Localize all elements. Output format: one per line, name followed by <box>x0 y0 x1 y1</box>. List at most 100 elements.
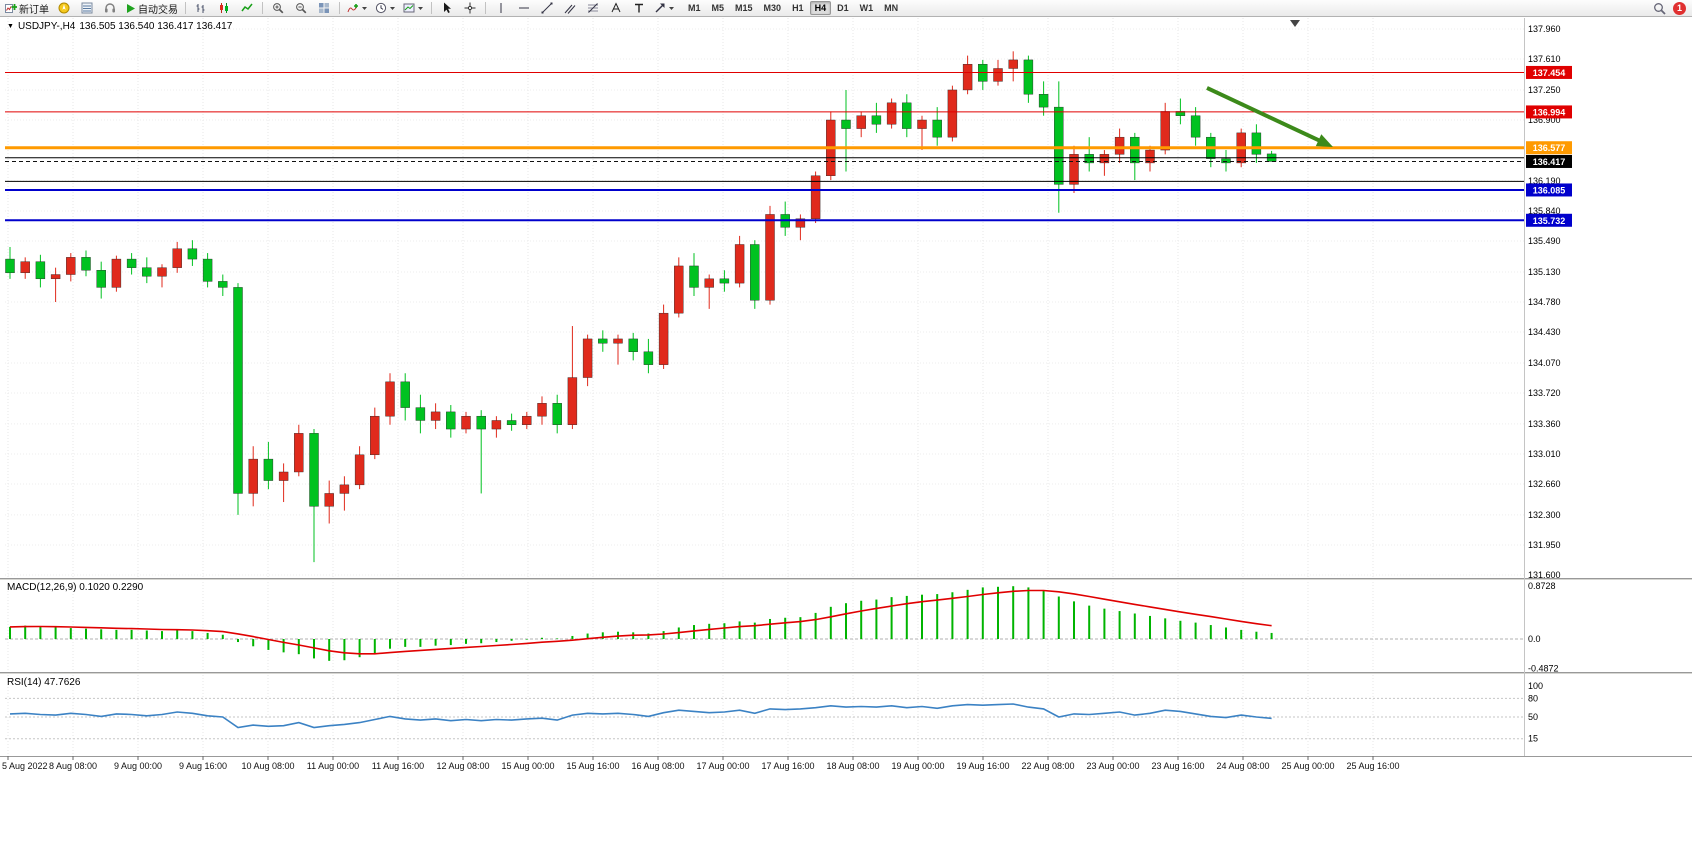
macd-label-text: MACD(12,26,9) 0.1020 0.2290 <box>7 582 144 593</box>
svg-text:12 Aug 08:00: 12 Aug 08:00 <box>436 761 489 771</box>
ohlc-readout: 136.505 136.540 136.417 136.417 <box>79 21 233 32</box>
svg-text:11 Aug 00:00: 11 Aug 00:00 <box>307 761 359 771</box>
timeframe-h1-button[interactable]: H1 <box>792 3 804 13</box>
svg-text:135.732: 135.732 <box>1533 216 1566 226</box>
rsi-indicator-label: RSI(14) 47.7626 <box>7 677 80 688</box>
trend-arrow-head <box>1315 134 1333 147</box>
wizard-button[interactable] <box>53 0 75 17</box>
channel-button[interactable] <box>559 0 581 17</box>
channel-icon <box>564 4 576 14</box>
autotrading-button[interactable]: 自动交易 <box>122 0 181 17</box>
candlestick-chart-button[interactable] <box>213 0 235 17</box>
periods-button[interactable] <box>372 0 399 17</box>
timeframe-m5-button[interactable]: M5 <box>711 3 725 13</box>
timeframe-d1-button[interactable]: D1 <box>837 3 849 13</box>
arrows-tool-button[interactable] <box>651 0 678 17</box>
svg-text:11 Aug 16:00: 11 Aug 16:00 <box>372 761 424 771</box>
svg-text:133.010: 133.010 <box>1528 449 1561 459</box>
svg-text:0.0: 0.0 <box>1528 634 1541 644</box>
timeframe-m30-button[interactable]: M30 <box>763 3 782 13</box>
timeframe-m1-button[interactable]: M1 <box>688 3 701 13</box>
svg-text:25 Aug 00:00: 25 Aug 00:00 <box>1281 761 1334 771</box>
svg-text:136.900: 136.900 <box>1528 115 1561 125</box>
clock-icon <box>375 2 387 14</box>
timeframe-w1-button[interactable]: W1 <box>859 3 874 13</box>
zoom-in-button[interactable] <box>267 0 289 17</box>
svg-text:136.417: 136.417 <box>1533 157 1566 167</box>
zoom-out-button[interactable] <box>290 0 312 17</box>
autotrading-label: 自动交易 <box>138 4 178 16</box>
trendline-icon <box>541 2 553 14</box>
svg-text:8 Aug 08:00: 8 Aug 08:00 <box>49 761 97 771</box>
svg-text:135.130: 135.130 <box>1528 267 1561 277</box>
candles-layer <box>5 51 1277 563</box>
svg-text:135.840: 135.840 <box>1528 206 1561 216</box>
horizontal-line-icon <box>519 7 529 9</box>
notification-badge[interactable]: 1 <box>1673 1 1686 15</box>
rsi-panel: 100 80 50 15 <box>5 681 1543 744</box>
indicators-icon <box>347 4 358 13</box>
macd-indicator-label: MACD(12,26,9) 0.1020 0.2290 <box>7 582 143 593</box>
cursor-icon <box>444 2 451 13</box>
svg-text:50: 50 <box>1528 712 1538 722</box>
annotations-layer <box>1206 20 1333 147</box>
fibonacci-button[interactable] <box>582 0 604 17</box>
templates-button[interactable] <box>400 0 427 17</box>
svg-text:135.490: 135.490 <box>1528 236 1561 246</box>
crosshair-icon <box>464 2 476 14</box>
autotrading-play-icon <box>127 3 135 13</box>
svg-text:136.577: 136.577 <box>1533 143 1566 153</box>
svg-text:137.454: 137.454 <box>1533 68 1566 78</box>
bar-chart-button[interactable] <box>190 0 212 17</box>
svg-text:134.430: 134.430 <box>1528 327 1561 337</box>
new-order-button[interactable]: 新订单 <box>2 0 52 17</box>
svg-text:136.994: 136.994 <box>1533 107 1566 117</box>
dropdown-caret-icon <box>418 7 423 10</box>
svg-text:9 Aug 16:00: 9 Aug 16:00 <box>179 761 227 771</box>
svg-text:133.360: 133.360 <box>1528 419 1561 429</box>
dropdown-caret-icon <box>669 7 674 10</box>
grid-layer <box>5 18 1524 756</box>
timeframe-mn-button[interactable]: MN <box>884 3 899 13</box>
horizontal-line-button[interactable] <box>513 0 535 17</box>
svg-text:17 Aug 16:00: 17 Aug 16:00 <box>761 761 814 771</box>
trendline-button[interactable] <box>536 0 558 17</box>
tile-windows-button[interactable] <box>313 0 335 17</box>
timeframe-m15-button[interactable]: M15 <box>735 3 753 13</box>
fibonacci-icon <box>588 3 598 13</box>
svg-text:16 Aug 08:00: 16 Aug 08:00 <box>631 761 684 771</box>
svg-text:137.250: 137.250 <box>1528 85 1561 95</box>
cursor-button[interactable] <box>436 0 458 17</box>
line-chart-button[interactable] <box>236 0 258 17</box>
svg-text:25 Aug 16:00: 25 Aug 16:00 <box>1346 761 1399 771</box>
zoom-out-icon <box>296 3 307 14</box>
bar-chart-icon <box>196 4 205 13</box>
market-watch-button[interactable] <box>76 0 98 17</box>
svg-text:5 Aug 2022: 5 Aug 2022 <box>2 761 48 771</box>
hlines-layer <box>5 71 1524 222</box>
indicators-button[interactable] <box>344 0 371 17</box>
svg-text:15 Aug 00:00: 15 Aug 00:00 <box>501 761 554 771</box>
trend-arrow <box>1206 86 1325 145</box>
chart-collapse-icon[interactable]: ▼ <box>7 23 14 30</box>
text-tool-button[interactable] <box>605 0 627 17</box>
crosshair-button[interactable] <box>459 0 481 17</box>
svg-text:136.085: 136.085 <box>1533 185 1566 195</box>
navigator-button[interactable] <box>99 0 121 17</box>
label-tool-button[interactable] <box>628 0 650 17</box>
vertical-line-icon <box>500 3 502 13</box>
compass-icon <box>58 2 70 14</box>
dropdown-caret-icon <box>390 7 395 10</box>
dropdown-caret-icon <box>362 7 367 10</box>
timeframe-h4-button[interactable]: H4 <box>809 1 832 15</box>
svg-text:9 Aug 00:00: 9 Aug 00:00 <box>114 761 162 771</box>
toolbar-separator <box>485 2 486 14</box>
search-button[interactable] <box>1648 0 1670 17</box>
time-axis: 5 Aug 2022 8 Aug 08:00 9 Aug 00:00 9 Aug 16… <box>2 756 1400 771</box>
svg-text:23 Aug 00:00: 23 Aug 00:00 <box>1086 761 1139 771</box>
svg-text:18 Aug 08:00: 18 Aug 08:00 <box>826 761 879 771</box>
vertical-line-button[interactable] <box>490 0 512 17</box>
rsi-label-text: RSI(14) 47.7626 <box>7 677 81 688</box>
